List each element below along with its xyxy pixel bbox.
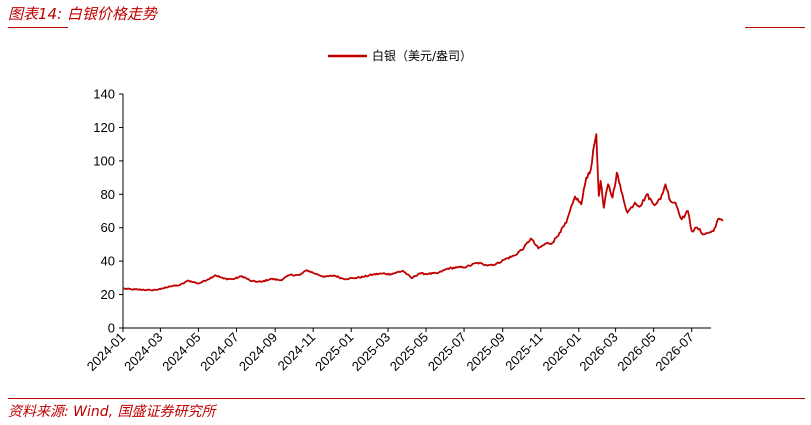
y-tick-label: 100 — [93, 153, 115, 168]
y-tick-label: 120 — [93, 120, 115, 135]
x-tick-label: 2025-01 — [312, 330, 356, 374]
y-tick-label: 80 — [101, 187, 115, 202]
legend-label-silver: 白银（美元/盎司） — [372, 48, 472, 63]
figure-title: 图表14: 白银价格走势 — [8, 5, 157, 23]
y-tick-label: 60 — [101, 220, 115, 235]
x-tick-label: 2026-05 — [614, 330, 658, 374]
x-tick-label: 2025-05 — [387, 330, 431, 374]
x-tick-label: 2026-03 — [576, 330, 620, 374]
x-tick-label: 2026-01 — [540, 330, 584, 374]
y-tick-label: 40 — [101, 254, 115, 269]
y-tick-label: 0 — [108, 321, 115, 336]
footer-rule — [8, 398, 805, 399]
x-tick-label: 2026-07 — [652, 330, 696, 374]
x-tick-label: 2024-09 — [236, 330, 280, 374]
y-axis-ticks: 0 20 40 60 80 100 120 140 — [93, 87, 123, 336]
header-rule-left — [8, 27, 68, 28]
chart-legend: 白银（美元/盎司） — [328, 48, 472, 63]
x-tick-label: 2025-09 — [464, 330, 508, 374]
x-tick-label: 2025-11 — [502, 330, 546, 374]
header-rule-right — [745, 27, 805, 28]
x-tick-label: 2024-03 — [121, 330, 165, 374]
x-tick-label: 2024-07 — [197, 330, 241, 374]
x-tick-label: 2024-11 — [275, 330, 319, 374]
plot-area — [123, 133, 724, 292]
x-tick-label: 2025-03 — [349, 330, 393, 374]
x-tick-label: 2024-01 — [84, 330, 128, 374]
x-tick-label: 2025-07 — [425, 330, 469, 374]
source-note: 资料来源: Wind, 国盛证券研究所 — [8, 404, 216, 420]
y-tick-label: 140 — [93, 87, 115, 102]
y-tick-label: 20 — [101, 287, 115, 302]
chart-axes — [122, 94, 711, 329]
x-axis-ticks: 2024-012024-032024-052024-072024-092024-… — [84, 328, 697, 374]
series-line-silver — [123, 133, 724, 292]
x-tick-label: 2024-05 — [159, 330, 203, 374]
